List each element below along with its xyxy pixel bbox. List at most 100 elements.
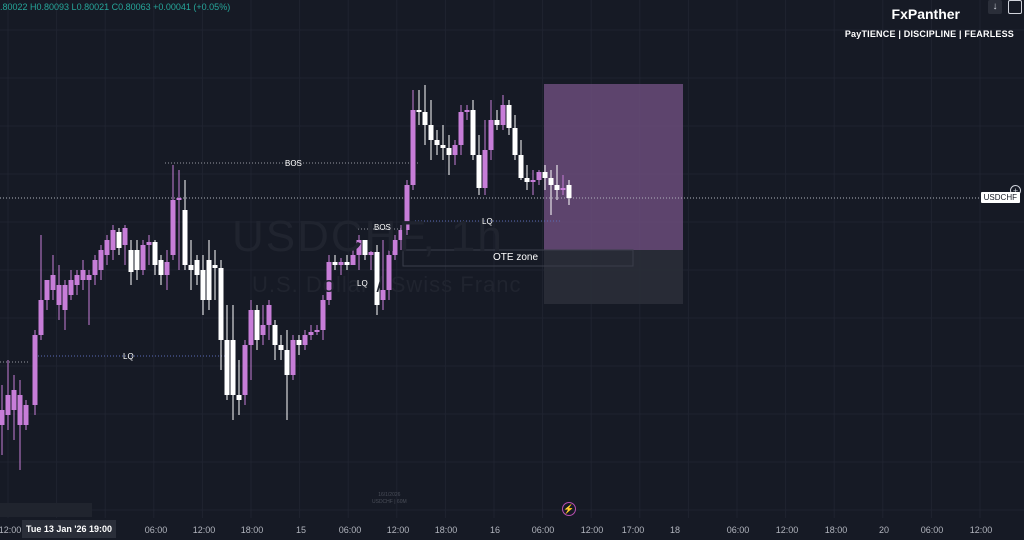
candle-bull — [68, 280, 74, 295]
candle-bear — [446, 148, 452, 155]
candle-bull — [110, 230, 116, 250]
candle-bull — [410, 110, 416, 185]
candle-bear — [422, 112, 428, 125]
candle-bull — [23, 405, 29, 425]
lightning-icon[interactable]: ⚡ — [562, 502, 576, 516]
candle-bear — [362, 240, 368, 255]
candle-bull — [464, 110, 470, 112]
candle-bear — [518, 155, 524, 178]
candle-bear — [476, 155, 482, 188]
candle-bear — [284, 350, 290, 375]
candle-bear — [128, 250, 134, 272]
time-tick: 18 — [669, 525, 681, 535]
candle-bear — [212, 265, 218, 268]
time-tick: 12:00 — [0, 525, 22, 535]
candle-bear — [506, 105, 512, 128]
candle-bull — [80, 270, 86, 280]
candle-bull — [176, 198, 182, 200]
time-tick: 16 — [489, 525, 501, 535]
candle-bear — [278, 345, 284, 350]
candle-bull — [530, 180, 536, 182]
candle-bull — [0, 410, 5, 425]
time-tick: 18:00 — [240, 525, 264, 535]
candle-bull — [92, 260, 98, 275]
candle-bull — [38, 300, 44, 335]
candle-bull — [170, 200, 176, 255]
time-tick: 12:00 — [775, 525, 799, 535]
candle-bull — [314, 330, 320, 332]
bos-label-upper: BOS — [285, 159, 302, 168]
candle-bull — [242, 345, 248, 395]
ote-discount-box — [544, 250, 683, 304]
candle-bull — [482, 150, 488, 188]
time-tick: 12:00 — [580, 525, 604, 535]
footer-info: 16/1/2026 USDCHF | 60M — [372, 492, 407, 506]
candle-bull — [56, 285, 62, 305]
candle-bull — [350, 255, 356, 265]
time-tick: 12:00 — [386, 525, 410, 535]
candle-bull — [62, 285, 68, 310]
candle-bull — [488, 120, 494, 150]
candle-bear — [158, 260, 164, 275]
ote-zone-label: OTE zone — [493, 252, 539, 263]
candle-bull — [398, 230, 404, 240]
candle-bull — [386, 255, 392, 290]
candle-bull — [368, 252, 374, 255]
candle-bull — [17, 395, 23, 425]
candle-bear — [494, 120, 500, 125]
candle-bull — [266, 305, 272, 325]
candle-bull — [560, 188, 566, 190]
time-tick: 17:00 — [621, 525, 645, 535]
candle-bull — [140, 245, 146, 270]
candle-bear — [554, 185, 560, 190]
ote-premium-box — [544, 84, 683, 250]
candle-bear — [344, 262, 350, 265]
candle-bear — [416, 110, 422, 112]
candle-bull — [308, 332, 314, 335]
candle-bull — [98, 250, 104, 270]
candle-bear — [134, 250, 140, 270]
candle-bull — [338, 262, 344, 265]
candle-bear — [200, 270, 206, 300]
candle-bull — [536, 172, 542, 180]
candle-bull — [356, 240, 362, 255]
symbol-watermark: USDCHF, 1h — [232, 212, 504, 261]
lq-label-left: LQ — [123, 352, 134, 361]
time-tick: 18:00 — [434, 525, 458, 535]
candle-bear — [236, 395, 242, 400]
time-tick: 06:00 — [726, 525, 750, 535]
candle-bull — [50, 275, 56, 290]
brand-tagline: PayTIENCE | DISCIPLINE | FEARLESS — [844, 29, 1014, 39]
candle-bull — [380, 290, 386, 300]
candle-bull — [44, 280, 50, 300]
candle-bear — [230, 340, 236, 395]
time-tick: 20 — [878, 525, 890, 535]
candle-bear — [524, 178, 530, 182]
candle-bear — [188, 265, 194, 270]
time-tick: 15 — [295, 525, 307, 535]
candle-bull — [452, 145, 458, 155]
candle-bull — [248, 310, 254, 345]
candle-bull — [5, 395, 11, 415]
candle-bull — [326, 262, 332, 300]
candle-bull — [260, 325, 266, 335]
fullscreen-icon[interactable] — [1008, 0, 1022, 14]
footer-info-date: 16/1/2026 — [378, 492, 401, 498]
candle-bear — [116, 232, 122, 248]
candle-bear — [218, 268, 224, 340]
time-axis[interactable]: 12:00 06:00 12:00 18:00 15 06:00 12:00 18:00 16 0… — [0, 520, 1024, 540]
candle-bull — [86, 275, 92, 280]
candle-bull — [302, 335, 308, 345]
candle-bull — [164, 262, 170, 275]
candle-bear — [206, 260, 212, 300]
candle-bull — [122, 228, 128, 245]
time-tick: 12:00 — [192, 525, 216, 535]
candle-bull — [500, 105, 506, 125]
candle-bear — [470, 110, 476, 155]
arrow-down-icon[interactable]: ↓ — [988, 0, 1002, 14]
current-price-label: USDCHF — [980, 192, 1020, 203]
candle-bear — [374, 252, 380, 305]
candle-bull — [32, 335, 38, 405]
time-tick: 12:00 — [969, 525, 993, 535]
